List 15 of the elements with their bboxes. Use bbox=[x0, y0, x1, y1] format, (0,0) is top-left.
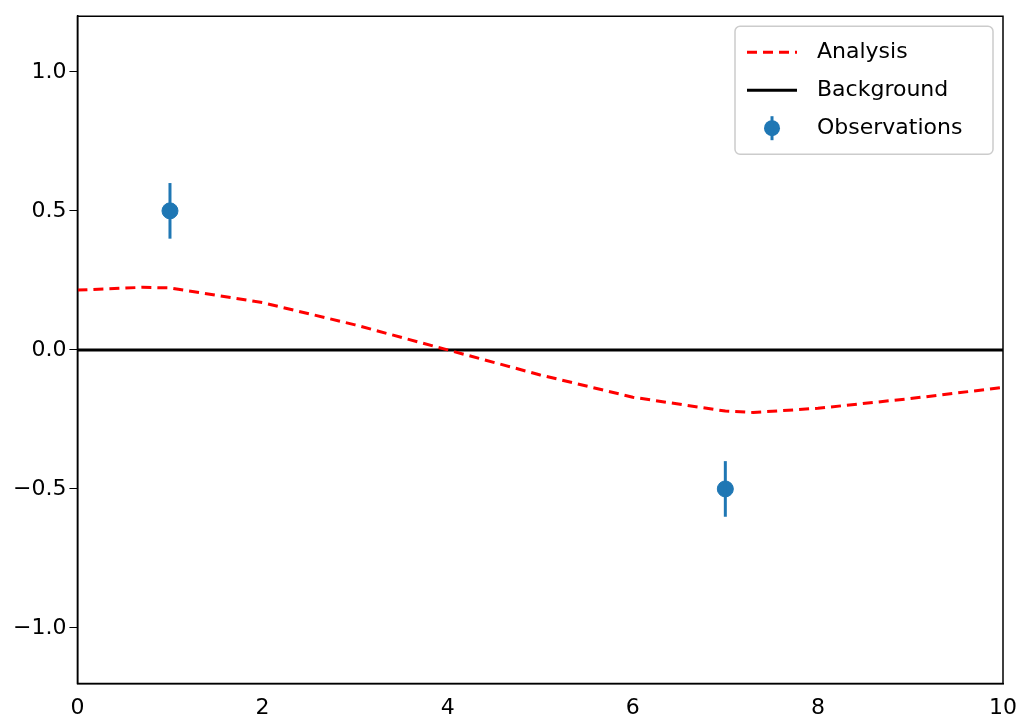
x-tick-label: 4 bbox=[440, 693, 455, 719]
y-tick-label: −1.0 bbox=[13, 613, 67, 639]
line-series bbox=[77, 285, 1003, 414]
x-tick-label: 8 bbox=[810, 693, 825, 719]
x-tick-label: 2 bbox=[255, 693, 270, 719]
y-tick-label: −0.5 bbox=[13, 474, 67, 500]
legend-label: Analysis bbox=[817, 37, 908, 63]
x-tick-label: 6 bbox=[625, 693, 640, 719]
y-tick-label: 1.0 bbox=[31, 57, 67, 83]
legend-label: Observations bbox=[817, 113, 963, 139]
y-tick-label: 0.0 bbox=[31, 335, 67, 361]
x-tick-label: 0 bbox=[70, 693, 85, 719]
x-tick-label: 10 bbox=[989, 693, 1017, 719]
legend-label: Background bbox=[817, 75, 949, 101]
y-tick-label: 0.5 bbox=[31, 196, 67, 222]
